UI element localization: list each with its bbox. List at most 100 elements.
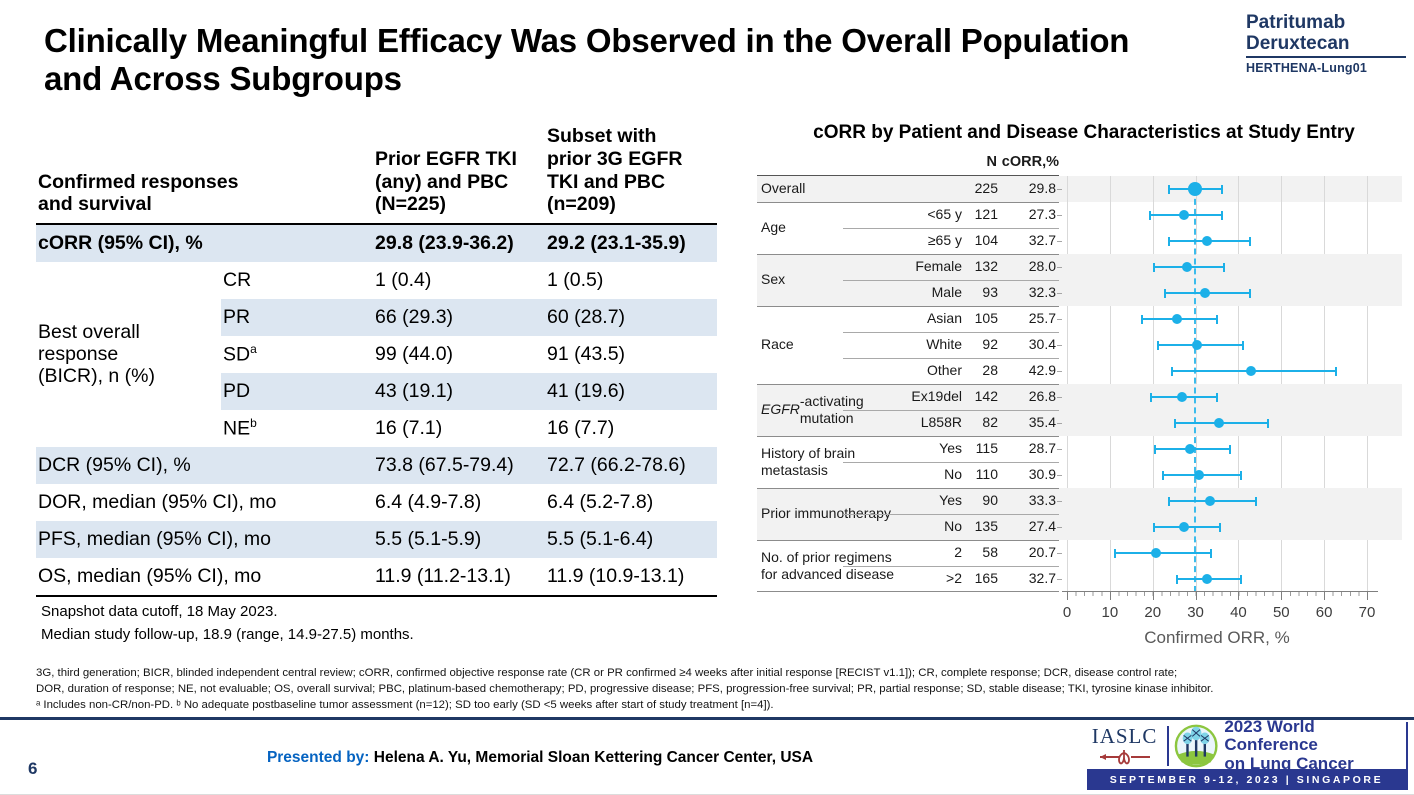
corr-value: 20.7 bbox=[1028, 544, 1056, 560]
row-leader-tick bbox=[1057, 553, 1062, 554]
efficacy-table: Confirmed responses and survival Prior E… bbox=[36, 125, 717, 597]
n-value: 104 bbox=[974, 232, 998, 248]
major-tick bbox=[1195, 592, 1197, 600]
group-band bbox=[757, 176, 1402, 202]
logo-separator bbox=[1167, 725, 1170, 766]
tick-label: 10 bbox=[1101, 604, 1119, 621]
ci-cap bbox=[1210, 548, 1212, 558]
estimate-dot bbox=[1182, 262, 1192, 272]
row-leader-tick bbox=[1057, 397, 1062, 398]
ci-cap bbox=[1334, 366, 1337, 376]
major-tick bbox=[1281, 592, 1283, 600]
ci-cap bbox=[1152, 522, 1155, 532]
abbreviation-footnotes: 3G, third generation; BICR, blinded inde… bbox=[36, 666, 1381, 714]
product-name: Patritumab Deruxtecan bbox=[1246, 12, 1350, 55]
table-bottom-rule bbox=[757, 591, 1059, 592]
ci-cap bbox=[1176, 574, 1179, 584]
ci-cap bbox=[1215, 392, 1218, 402]
cell-value: 72.7 (66.2-78.6) bbox=[545, 447, 717, 485]
corr-value: 28.7 bbox=[1028, 440, 1056, 456]
forest-col-header-n: N bbox=[986, 154, 997, 170]
major-tick bbox=[1324, 592, 1326, 600]
cell-value: 1 (0.4) bbox=[375, 268, 432, 291]
note-line: Median study follow-up, 18.9 (range, 14.… bbox=[41, 625, 414, 643]
n-value: 135 bbox=[974, 518, 998, 534]
ci-cap bbox=[1168, 184, 1171, 194]
estimate-dot bbox=[1204, 496, 1215, 506]
subrow-separator bbox=[843, 358, 1059, 359]
table-row: cORR (95% CI), % 29.8 (23.9-36.2) 29.2 (23… bbox=[36, 224, 717, 263]
ci-cap bbox=[1241, 340, 1244, 350]
subrow-separator bbox=[843, 332, 1059, 333]
brand-block: Patritumab Deruxtecan HERTHENA-Lung01 bbox=[1246, 12, 1412, 75]
row-leader-tick bbox=[1057, 579, 1062, 580]
group-separator bbox=[757, 488, 1059, 489]
ci-cap bbox=[1141, 314, 1144, 324]
ci-cap bbox=[1153, 262, 1156, 272]
ci-cap bbox=[1220, 210, 1223, 220]
row-leader-tick bbox=[1057, 501, 1062, 502]
corr-value: 32.7 bbox=[1028, 232, 1056, 248]
cell-value: 73.8 (67.5-79.4) bbox=[373, 447, 545, 485]
ci-cap bbox=[1174, 418, 1176, 428]
ci-line bbox=[1114, 552, 1211, 554]
cell-value: 6.4 (5.2-7.8) bbox=[547, 490, 654, 513]
ci-cap bbox=[1222, 262, 1225, 272]
conference-logo-block: IASLC 2023 World Conference on Lung Canc… bbox=[1087, 717, 1406, 790]
corr-value: 32.7 bbox=[1028, 570, 1056, 586]
subrow-separator bbox=[843, 514, 1059, 515]
estimate-dot bbox=[1245, 366, 1256, 376]
subgroup-label: ≥65 y bbox=[927, 232, 962, 248]
corr-value: 30.9 bbox=[1028, 466, 1056, 482]
major-tick bbox=[1109, 592, 1111, 600]
cell-value: 5.5 (5.1-5.9) bbox=[373, 521, 545, 559]
ci-cap bbox=[1168, 496, 1170, 506]
ci-cap bbox=[1113, 548, 1116, 558]
corr-value: 35.4 bbox=[1028, 414, 1056, 430]
estimate-dot bbox=[1187, 182, 1202, 196]
page-number: 6 bbox=[28, 759, 38, 778]
subgroup-label: <65 y bbox=[927, 206, 962, 222]
iaslc-logo: IASLC bbox=[1087, 724, 1162, 767]
group-label: Prior immunotherapy bbox=[761, 505, 891, 522]
row-leader-tick bbox=[1057, 345, 1062, 346]
tick-label: 40 bbox=[1230, 604, 1247, 621]
cell-value: 11.9 (11.2-13.1) bbox=[375, 564, 511, 587]
forest-header-rule bbox=[757, 175, 1059, 176]
ci-cap bbox=[1239, 574, 1242, 584]
corr-value: 30.4 bbox=[1028, 336, 1056, 352]
ci-cap bbox=[1164, 288, 1167, 298]
ci-cap bbox=[1240, 470, 1242, 480]
cell-value: 99 (44.0) bbox=[375, 342, 454, 365]
table-row: PR 66 (29.3) 60 (28.7) bbox=[36, 299, 717, 337]
group-separator bbox=[757, 202, 1059, 203]
table-row: DOR, median (95% CI), mo 6.4 (4.9-7.8) 6.4… bbox=[36, 484, 717, 521]
group-label: No. of prior regimens for advanced disea… bbox=[761, 548, 895, 583]
right-edge-rule bbox=[1406, 722, 1408, 790]
column-header-subset-3g: Subset with prior 3G EGFR TKI and PBC (n… bbox=[547, 125, 683, 216]
ci-cap bbox=[1221, 184, 1224, 194]
cell-value: 91 (43.5) bbox=[547, 342, 626, 365]
cell-value: 29.8 (23.9-36.2) bbox=[373, 224, 545, 263]
table-row: DCR (95% CI), % 73.8 (67.5-79.4) 72.7 (66.… bbox=[36, 447, 717, 485]
subgroup-label: Male bbox=[931, 284, 962, 300]
ci-cap bbox=[1216, 314, 1219, 324]
row-leader-tick bbox=[1057, 241, 1062, 242]
forest-plot-body: N cORR,% Overall 225 29.8 Age <65 y 121 27.3 ≥6… bbox=[757, 154, 1407, 684]
note-line: Snapshot data cutoff, 18 May 2023. bbox=[41, 603, 278, 620]
estimate-dot bbox=[1176, 392, 1187, 402]
n-value: 28 bbox=[982, 362, 998, 378]
subrow-separator bbox=[843, 280, 1059, 281]
corr-value: 29.8 bbox=[1028, 180, 1056, 196]
n-value: 58 bbox=[982, 544, 998, 560]
row-leader-tick bbox=[1057, 371, 1062, 372]
subgroup-label: >2 bbox=[946, 570, 962, 586]
row-sublabel: NEb bbox=[223, 416, 257, 440]
n-value: 165 bbox=[974, 570, 998, 586]
cell-value: 6.4 (4.9-7.8) bbox=[375, 490, 482, 513]
row-label: DOR, median (95% CI), mo bbox=[38, 490, 277, 513]
group-separator bbox=[757, 436, 1059, 437]
subgroup-label: Other bbox=[926, 362, 962, 378]
row-leader-tick bbox=[1057, 189, 1062, 190]
